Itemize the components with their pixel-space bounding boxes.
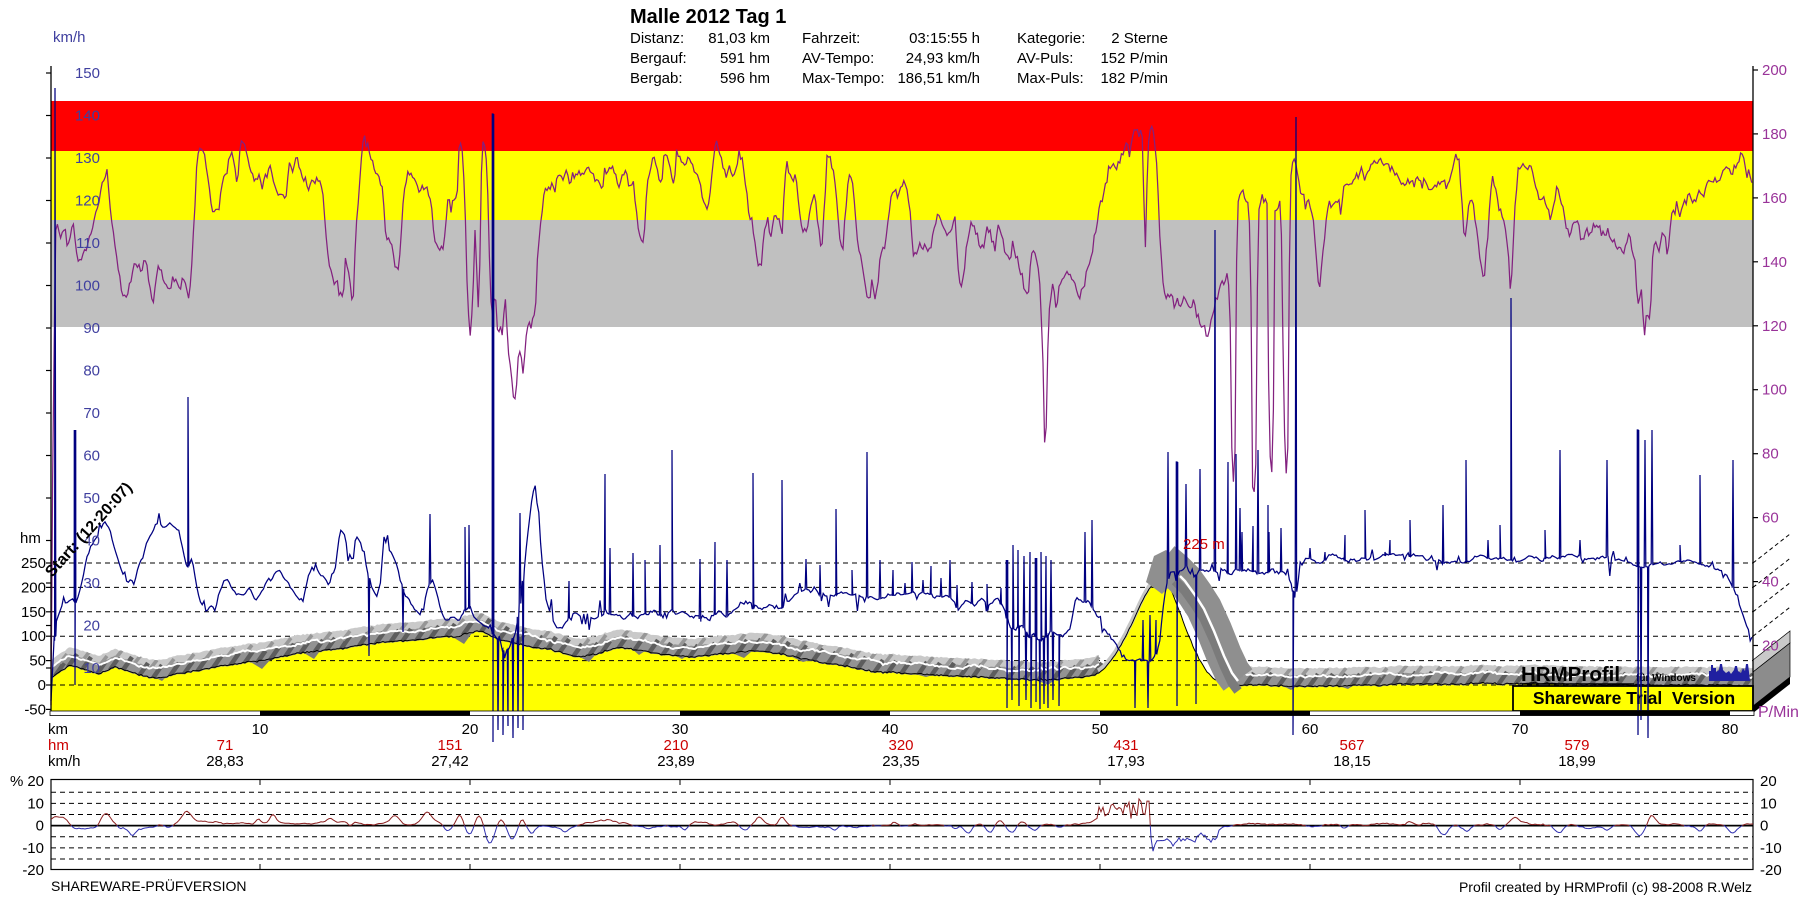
- svg-text:30: 30: [672, 721, 689, 738]
- svg-text:150: 150: [75, 65, 100, 82]
- svg-text:186,51 km/h: 186,51 km/h: [897, 70, 980, 87]
- svg-text:70: 70: [1512, 721, 1529, 738]
- svg-text:Distanz:: Distanz:: [630, 30, 684, 47]
- svg-text:100: 100: [1762, 382, 1787, 399]
- svg-text:-20: -20: [1760, 862, 1782, 879]
- svg-text:20: 20: [462, 721, 479, 738]
- svg-text:90: 90: [83, 320, 100, 337]
- svg-text:320: 320: [888, 737, 913, 754]
- svg-text:100: 100: [21, 628, 46, 645]
- svg-text:23,89: 23,89: [657, 753, 695, 770]
- svg-text:50: 50: [83, 490, 100, 507]
- svg-text:40: 40: [83, 533, 100, 550]
- svg-text:210: 210: [663, 737, 688, 754]
- svg-text:0: 0: [38, 677, 46, 694]
- svg-text:30: 30: [83, 575, 100, 592]
- svg-text:hm: hm: [48, 737, 69, 754]
- svg-text:23,35: 23,35: [882, 753, 920, 770]
- svg-text:HRMProfil: HRMProfil: [1521, 663, 1620, 686]
- svg-text:579: 579: [1564, 737, 1589, 754]
- svg-text:Max-Puls:: Max-Puls:: [1017, 70, 1084, 87]
- svg-text:140: 140: [1762, 254, 1787, 271]
- svg-text:567: 567: [1339, 737, 1364, 754]
- svg-text:50: 50: [29, 653, 46, 670]
- svg-text:-10: -10: [1760, 840, 1782, 857]
- svg-text:AV-Tempo:: AV-Tempo:: [802, 50, 874, 67]
- svg-text:-20: -20: [22, 862, 44, 879]
- svg-text:71: 71: [217, 737, 234, 754]
- svg-text:20: 20: [27, 773, 44, 790]
- svg-text:hm: hm: [20, 530, 41, 547]
- svg-text:110: 110: [76, 235, 100, 252]
- svg-text:182 P/min: 182 P/min: [1100, 70, 1168, 87]
- svg-text:Malle 2012 Tag 1: Malle 2012 Tag 1: [630, 6, 786, 28]
- svg-text:180: 180: [1762, 126, 1787, 143]
- svg-text:Bergauf:: Bergauf:: [630, 50, 687, 67]
- svg-text:0: 0: [36, 818, 44, 835]
- svg-text:431: 431: [1113, 737, 1138, 754]
- svg-text:160: 160: [1762, 190, 1787, 207]
- svg-text:Profil created by HRMProfil (c: Profil created by HRMProfil (c) 98-2008 …: [1459, 879, 1752, 895]
- svg-text:km/h: km/h: [53, 29, 86, 46]
- svg-text:27,42: 27,42: [431, 753, 469, 770]
- svg-text:Kategorie:: Kategorie:: [1017, 30, 1085, 47]
- svg-text:Bergab:: Bergab:: [630, 70, 683, 87]
- svg-text:für Windows: für Windows: [1636, 673, 1696, 684]
- svg-text:0: 0: [1760, 818, 1768, 835]
- svg-text:%: %: [10, 773, 23, 790]
- svg-text:10: 10: [1760, 795, 1777, 812]
- svg-text:SHAREWARE-PRÜFVERSION: SHAREWARE-PRÜFVERSION: [51, 877, 247, 894]
- svg-text:152 P/min: 152 P/min: [1100, 50, 1168, 67]
- svg-text:80: 80: [1762, 446, 1779, 463]
- svg-text:10: 10: [27, 795, 44, 812]
- svg-text:50: 50: [1092, 721, 1109, 738]
- svg-text:120: 120: [75, 193, 100, 210]
- svg-text:20: 20: [1762, 638, 1779, 655]
- svg-text:120: 120: [1762, 318, 1787, 335]
- svg-text:100: 100: [75, 278, 100, 295]
- svg-text:km: km: [48, 721, 68, 738]
- svg-text:80: 80: [1722, 721, 1739, 738]
- svg-text:40: 40: [882, 721, 899, 738]
- svg-text:225 m: 225 m: [1183, 536, 1225, 553]
- svg-text:AV-Puls:: AV-Puls:: [1017, 50, 1073, 67]
- svg-text:24,93 km/h: 24,93 km/h: [906, 50, 980, 67]
- svg-text:03:15:55 h: 03:15:55 h: [909, 30, 980, 47]
- svg-text:Fahrzeit:: Fahrzeit:: [802, 30, 860, 47]
- svg-text:140: 140: [75, 108, 100, 125]
- svg-text:81,03 km: 81,03 km: [708, 30, 770, 47]
- svg-text:40: 40: [1762, 574, 1779, 591]
- svg-text:70: 70: [83, 405, 100, 422]
- svg-text:-10: -10: [22, 840, 44, 857]
- svg-text:18,99: 18,99: [1558, 753, 1596, 770]
- svg-text:18,15: 18,15: [1333, 753, 1371, 770]
- svg-text:151: 151: [437, 737, 462, 754]
- svg-text:200: 200: [1762, 62, 1787, 79]
- svg-text:60: 60: [83, 448, 100, 465]
- svg-text:60: 60: [1302, 721, 1319, 738]
- svg-text:P/Min: P/Min: [1758, 704, 1799, 721]
- svg-text:20: 20: [1760, 773, 1777, 790]
- svg-text:10: 10: [83, 660, 100, 677]
- svg-text:20: 20: [83, 618, 100, 635]
- svg-text:200: 200: [21, 579, 46, 596]
- svg-text:2 Sterne: 2 Sterne: [1111, 30, 1168, 47]
- svg-text:Max-Tempo:: Max-Tempo:: [802, 70, 885, 87]
- svg-text:150: 150: [21, 604, 46, 621]
- svg-text:250: 250: [21, 555, 46, 572]
- svg-text:Shareware Trial Version: Shareware Trial Version: [1533, 688, 1735, 708]
- svg-text:10: 10: [252, 721, 269, 738]
- svg-text:km/h: km/h: [48, 753, 81, 770]
- svg-text:596 hm: 596 hm: [720, 70, 770, 87]
- svg-text:17,93: 17,93: [1107, 753, 1145, 770]
- svg-text:80: 80: [83, 363, 100, 380]
- svg-text:130: 130: [75, 150, 100, 167]
- svg-text:-50: -50: [24, 701, 46, 718]
- svg-text:28,83: 28,83: [206, 753, 244, 770]
- svg-text:591 hm: 591 hm: [720, 50, 770, 67]
- svg-text:60: 60: [1762, 510, 1779, 527]
